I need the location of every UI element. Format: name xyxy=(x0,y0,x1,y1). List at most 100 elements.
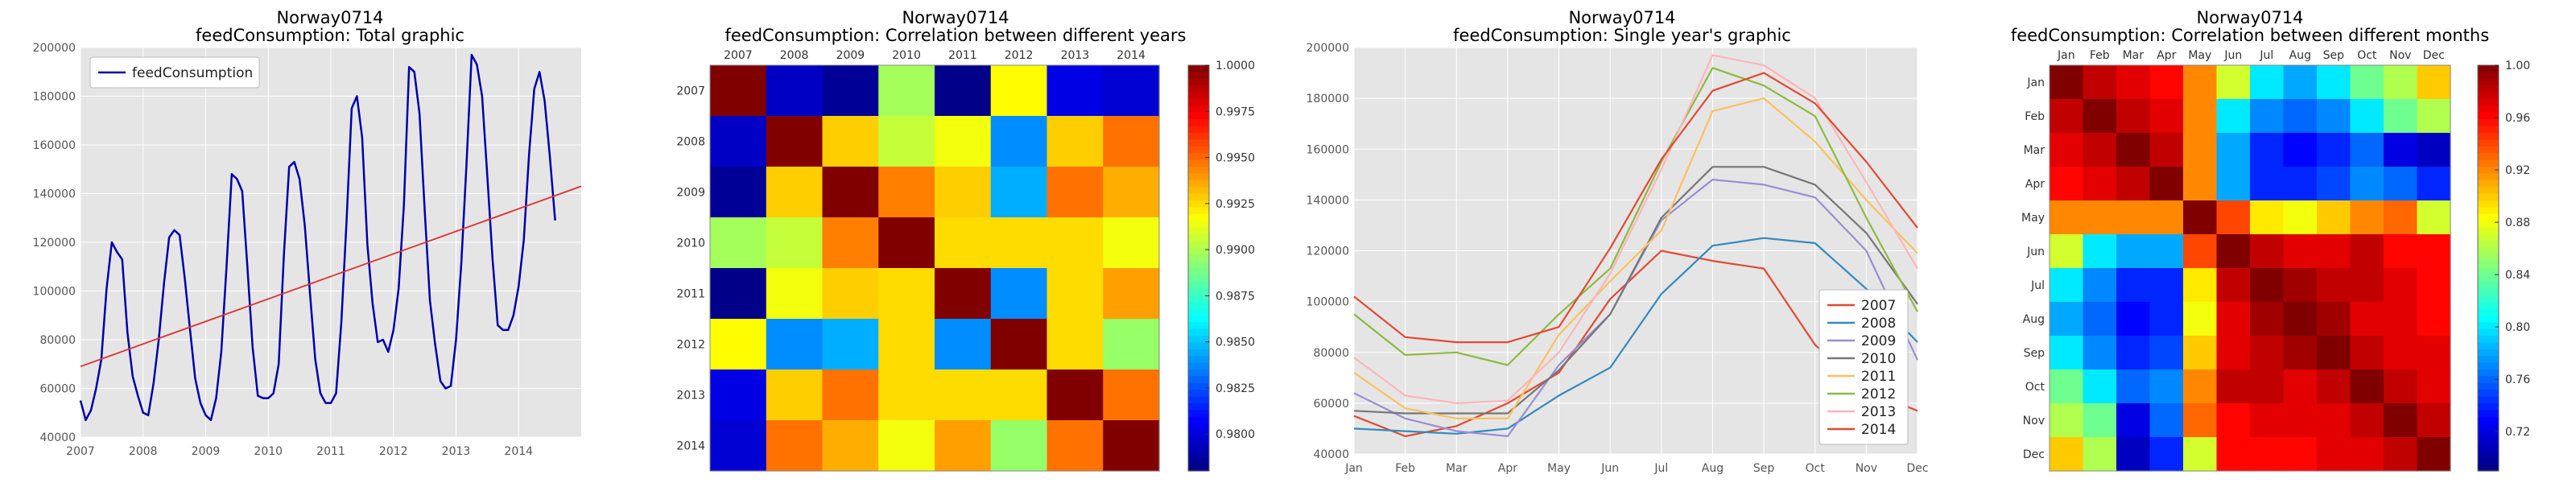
heatmap-cell xyxy=(1046,65,1104,117)
colorbar-step xyxy=(1188,85,1209,93)
colorbar-step xyxy=(1188,247,1209,255)
heatmap-cell xyxy=(2283,167,2318,201)
x-tick-label: Jan xyxy=(1344,462,1363,475)
heatmap-cell xyxy=(2283,403,2318,438)
colorbar-step xyxy=(2478,322,2499,330)
colorbar-step xyxy=(1188,288,1209,296)
colorbar-label: 0.84 xyxy=(2505,269,2530,282)
colorbar-step xyxy=(2478,167,2499,174)
heatmap-cell xyxy=(2083,403,2117,438)
y-tick-label: 2014 xyxy=(676,440,705,453)
colorbar-label: 0.9900 xyxy=(1216,244,1255,257)
series-line xyxy=(1353,97,1918,419)
y-tick-label: 180000 xyxy=(1307,93,1349,105)
colorbar-step xyxy=(1188,356,1209,364)
colorbar-step xyxy=(1188,261,1209,269)
heatmap-cell xyxy=(1103,268,1160,320)
heatmap-cell xyxy=(766,167,824,218)
heatmap-cell xyxy=(2417,133,2451,167)
colorbar-label: 0.9925 xyxy=(1216,198,1255,211)
heatmap-cell xyxy=(878,116,935,167)
heatmap-cell xyxy=(1103,319,1160,370)
colorbar-step xyxy=(2478,207,2499,215)
colorbar-label: 0.96 xyxy=(2505,112,2530,125)
colorbar-step xyxy=(1188,430,1209,438)
heatmap-cell xyxy=(1046,369,1104,421)
heatmap-cell xyxy=(1046,319,1104,370)
heatmap-cell xyxy=(2050,268,2084,303)
heatmap-cell xyxy=(2116,234,2151,269)
x-tick-label: Feb xyxy=(2090,49,2110,62)
colorbar-step xyxy=(2478,133,2499,140)
heatmap-cell xyxy=(822,65,879,117)
colorbar-frame xyxy=(2477,64,2500,472)
colorbar-step xyxy=(1188,342,1209,350)
colorbar-step xyxy=(2478,457,2499,465)
colorbar-label: 0.88 xyxy=(2505,217,2530,229)
heatmap-cell xyxy=(766,217,824,269)
colorbar-step xyxy=(1188,112,1209,120)
colorbar-step xyxy=(1188,315,1209,323)
colorbar-step xyxy=(2478,342,2499,350)
heatmap-cell xyxy=(2183,65,2218,100)
colorbar-step xyxy=(2478,369,2499,377)
y-tick-label: 2009 xyxy=(676,187,705,200)
x-tick-label: Dec xyxy=(1906,462,1928,475)
heatmap-cell xyxy=(822,319,879,370)
colorbar-label: 0.9975 xyxy=(1216,105,1255,118)
colorbar-step xyxy=(2478,139,2499,147)
colorbar-label: 0.9875 xyxy=(1216,290,1255,303)
heatmap-cell xyxy=(2050,336,2084,370)
heatmap-cell xyxy=(2317,99,2351,134)
x-tick-label: Jul xyxy=(2259,49,2273,62)
heatmap-cell xyxy=(990,268,1048,320)
y-tick-label: 60000 xyxy=(39,383,76,396)
heatmap-cell xyxy=(2050,133,2084,167)
heatmap-cell xyxy=(2050,437,2084,472)
heatmap-cell xyxy=(990,217,1048,269)
colorbar-step xyxy=(1188,213,1209,221)
heatmap-cell xyxy=(2250,200,2285,235)
y-tick-label: Dec xyxy=(2023,448,2045,461)
heatmap-cell xyxy=(2216,403,2251,438)
x-tick-label: Oct xyxy=(2357,49,2377,62)
heatmap-cell xyxy=(2083,167,2117,201)
heatmap-cell xyxy=(2417,302,2451,336)
heatmap-cell xyxy=(2183,437,2218,472)
heatmap-cell xyxy=(2384,268,2418,303)
colorbar-step xyxy=(1188,336,1209,343)
heatmap-cell xyxy=(2384,336,2418,370)
colorbar-step xyxy=(1188,133,1209,140)
heatmap-cell xyxy=(2183,133,2218,167)
colorbar-step xyxy=(2478,261,2499,269)
heatmap-cell xyxy=(2149,65,2184,100)
series-line xyxy=(80,185,582,368)
legend-entry: 2007 xyxy=(1861,298,1896,314)
x-tick-label: Jan xyxy=(2057,49,2075,62)
heatmap-cell xyxy=(2417,437,2451,472)
colorbar-label: 0.72 xyxy=(2505,426,2530,439)
y-tick-label: 40000 xyxy=(1313,448,1349,461)
colorbar-step xyxy=(1188,464,1209,472)
heatmap-cell xyxy=(2283,99,2318,134)
heatmap-cell xyxy=(2417,234,2451,269)
series-line xyxy=(1353,166,1918,415)
colorbar-step xyxy=(1188,193,1209,201)
y-tick-label: 80000 xyxy=(1313,347,1349,360)
heatmap-cell xyxy=(2350,437,2384,472)
legend-entry: feedConsumption xyxy=(132,65,253,81)
x-tick-label: Nov xyxy=(2389,49,2411,62)
x-tick-label: Jun xyxy=(2223,49,2242,62)
heatmap-cell xyxy=(2116,268,2151,303)
colorbar-step xyxy=(2478,146,2499,154)
colorbar-step xyxy=(2478,119,2499,127)
colorbar-step xyxy=(2478,247,2499,255)
y-tick-label: 2013 xyxy=(676,390,705,402)
heatmap-cell xyxy=(2417,268,2451,303)
heatmap-cell xyxy=(2183,302,2218,336)
colorbar-step xyxy=(1188,362,1209,370)
x-tick-label: 2013 xyxy=(1061,49,1090,62)
x-tick-label: Apr xyxy=(2157,49,2176,62)
y-tick-label: 120000 xyxy=(1307,246,1349,258)
